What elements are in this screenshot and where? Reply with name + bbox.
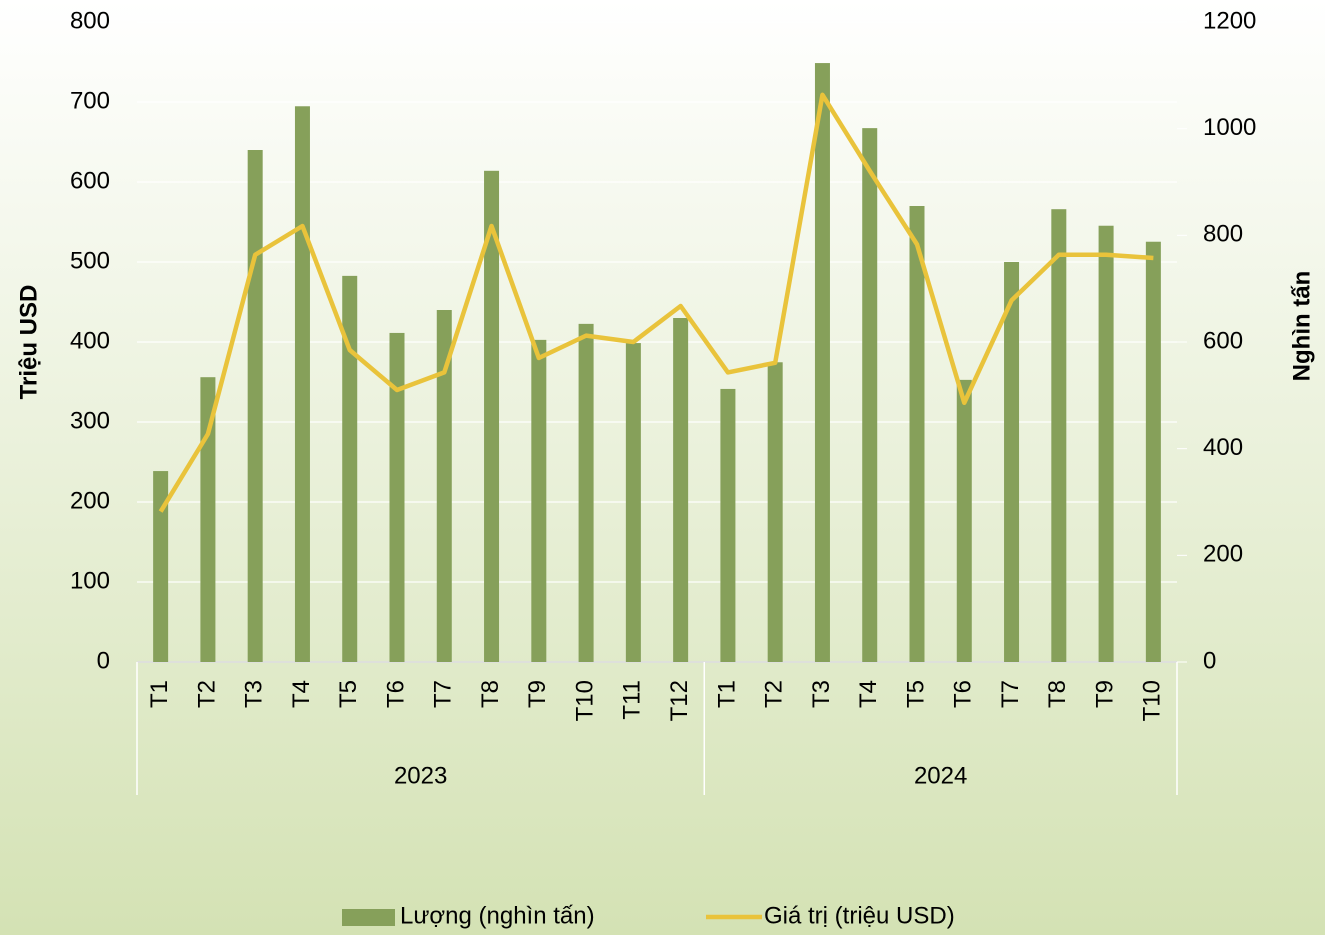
y-tick-label: 300 (70, 407, 110, 434)
y-tick-label: 800 (70, 7, 110, 34)
x-tick-label: T7 (997, 680, 1024, 708)
legend-label: Lượng (nghìn tấn) (400, 902, 595, 929)
bar (767, 362, 783, 662)
y2-tick-label: 1200 (1203, 7, 1256, 34)
x-tick-label: T10 (1139, 680, 1166, 721)
bar (1098, 225, 1114, 662)
bar (1145, 241, 1161, 662)
bar (389, 332, 405, 662)
bar (720, 388, 736, 662)
y2-tick-label: 600 (1203, 327, 1243, 354)
bar (294, 106, 310, 663)
bar (578, 323, 594, 662)
legend-swatch (342, 909, 395, 926)
y-tick-label: 700 (70, 87, 110, 114)
line (158, 92, 1154, 513)
x-tick-label: T8 (1044, 680, 1071, 708)
bar (814, 63, 830, 663)
group-label: 2023 (394, 762, 447, 789)
x-tick-label: T8 (477, 680, 504, 708)
group-label: 2024 (914, 762, 967, 789)
x-tick-label: T10 (571, 680, 598, 721)
x-tick-label: T5 (335, 680, 362, 708)
y2-tick-label: 200 (1203, 541, 1243, 568)
bar (153, 471, 169, 662)
bar (342, 275, 358, 662)
x-tick-label: T6 (382, 680, 409, 708)
legend-label: Giá trị (triệu USD) (764, 902, 955, 929)
y-tick-label: 500 (70, 247, 110, 274)
y-tick-label: 200 (70, 487, 110, 514)
bar (1004, 262, 1020, 662)
bar (531, 339, 547, 662)
x-tick-label: T7 (430, 680, 457, 708)
x-tick-label: T9 (524, 680, 551, 708)
y-tick-label: 400 (70, 327, 110, 354)
x-tick-label: T6 (950, 680, 977, 708)
x-tick-label: T3 (808, 680, 835, 708)
y2-tick-label: 400 (1203, 434, 1243, 461)
bar (247, 150, 263, 662)
y2-axis-label: Nghìn tấn (1288, 271, 1315, 382)
x-tick-label: T12 (666, 680, 693, 721)
bar (956, 379, 972, 662)
bar (909, 206, 925, 662)
x-tick-label: T1 (713, 680, 740, 708)
y2-tick-label: 1000 (1203, 114, 1256, 141)
x-tick-label: T4 (855, 680, 882, 708)
bar (200, 377, 216, 662)
y2-tick-label: 800 (1203, 221, 1243, 248)
x-tick-label: T4 (288, 680, 315, 708)
bar (484, 170, 500, 663)
x-tick-label: T2 (193, 680, 220, 708)
y-tick-label: 0 (97, 647, 110, 674)
x-tick-label: T1 (146, 680, 173, 708)
y-axis-label: Triệu USD (15, 285, 42, 400)
x-tick-label: T3 (241, 680, 268, 708)
y-tick-label: 100 (70, 567, 110, 594)
x-tick-label: T9 (1091, 680, 1118, 708)
x-tick-label: T5 (902, 680, 929, 708)
bar (436, 310, 452, 662)
y-tick-label: 600 (70, 167, 110, 194)
bar (625, 343, 641, 662)
bar (673, 318, 689, 662)
x-tick-label: T11 (619, 680, 646, 720)
bar (862, 128, 878, 663)
x-tick-label: T2 (761, 680, 788, 708)
bar (1051, 209, 1067, 662)
y2-tick-label: 0 (1203, 647, 1216, 674)
